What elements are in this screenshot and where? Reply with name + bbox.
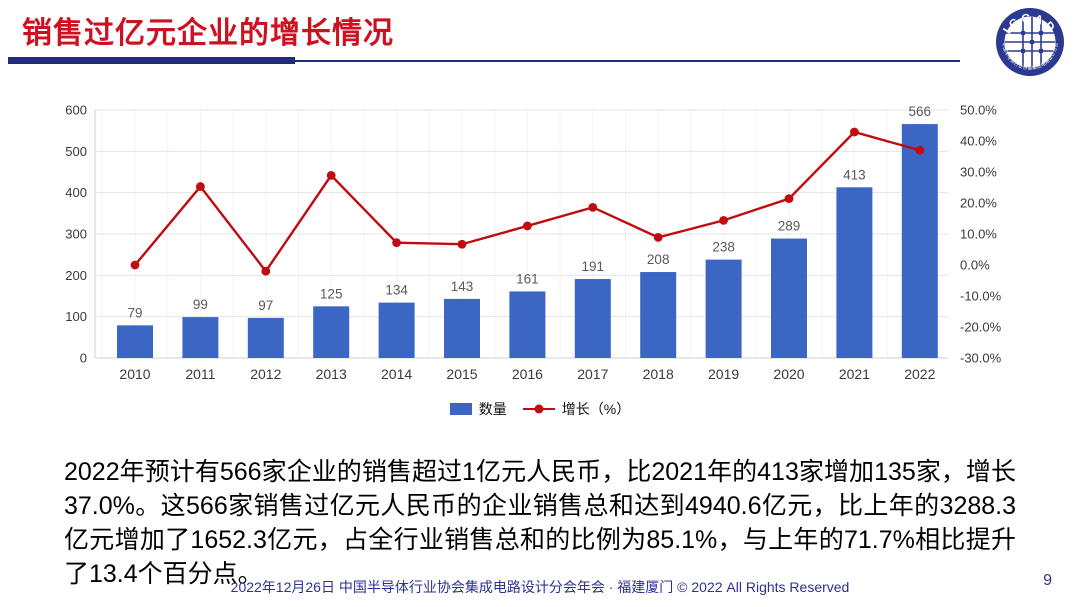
bar-value-label-2020: 289 — [778, 219, 801, 234]
title-underline-thick — [8, 57, 295, 64]
bar-2018 — [640, 272, 677, 358]
line-dot-icon — [534, 404, 544, 414]
bar-2022 — [901, 124, 938, 358]
right-axis-tick: 20.0% — [960, 196, 997, 211]
x-axis-label-2011: 2011 — [185, 366, 215, 382]
bar-value-label-2017: 191 — [582, 259, 605, 274]
bar-value-label-2011: 99 — [193, 297, 208, 312]
bar-2012 — [247, 317, 284, 358]
x-axis-label-2016: 2016 — [512, 366, 543, 382]
title-underline-thin — [295, 60, 960, 62]
growth-point-2010 — [130, 260, 140, 270]
growth-point-2019 — [719, 215, 728, 225]
slide-title: 销售过亿元企业的增长情况 — [22, 17, 394, 50]
bar-value-label-2021: 413 — [843, 167, 866, 182]
iccad-logo: ICCAD 中国半导体行业协会集成电路设计分会 — [996, 8, 1064, 76]
x-axis-label-2012: 2012 — [250, 366, 281, 382]
bar-value-label-2010: 79 — [127, 305, 142, 320]
x-axis-label-2017: 2017 — [577, 366, 608, 382]
left-axis-tick: 100 — [65, 309, 87, 324]
bar-2014 — [378, 302, 415, 358]
bar-2021 — [836, 187, 873, 358]
x-axis-label-2010: 2010 — [119, 366, 150, 382]
bar-value-label-2015: 143 — [451, 279, 474, 294]
legend-label-growth: 增长（%） — [561, 401, 631, 417]
legend-label-quantity: 数量 — [478, 401, 507, 417]
line-swatch-icon — [522, 404, 555, 414]
x-axis-label-2014: 2014 — [381, 366, 412, 382]
bar-value-label-2013: 125 — [320, 286, 343, 301]
x-axis-label-2021: 2021 — [839, 366, 870, 382]
left-axis-tick: 0 — [80, 351, 87, 366]
bar-2016 — [509, 291, 546, 358]
right-axis-tick: 30.0% — [960, 165, 997, 180]
x-axis-label-2022: 2022 — [904, 366, 935, 382]
bar-value-label-2019: 238 — [712, 240, 735, 255]
growth-point-2015 — [457, 239, 467, 249]
bar-2010 — [117, 325, 153, 358]
bar-value-label-2012: 97 — [258, 298, 273, 313]
growth-point-2016 — [523, 221, 532, 231]
left-axis-tick: 500 — [65, 144, 87, 159]
legend-item-quantity: 数量 — [449, 399, 507, 419]
growth-point-2020 — [784, 194, 794, 204]
bar-value-label-2018: 208 — [647, 252, 670, 267]
page-number: 9 — [1043, 572, 1052, 589]
right-axis-tick: 10.0% — [960, 227, 997, 242]
growth-point-2011 — [196, 182, 205, 191]
bar-value-label-2016: 161 — [516, 271, 539, 286]
footer-text: 2022年12月26日 中国半导体行业协会集成电路设计分会年会 · 福建厦门 ©… — [230, 579, 850, 595]
bar-value-label-2014: 134 — [385, 283, 408, 298]
right-axis-tick: -10.0% — [960, 289, 1002, 304]
chart-svg: 600 500 400 300 200 100 0 50.0% 40.0% 30.0% 20.0% 1… — [65, 103, 1002, 383]
x-axis-label-2020: 2020 — [773, 366, 804, 382]
bar-2017 — [574, 279, 611, 358]
bar-2013 — [313, 306, 350, 358]
x-axis-label-2013: 2013 — [316, 366, 347, 382]
right-axis-tick: 50.0% — [960, 103, 997, 118]
x-axis-label-2015: 2015 — [446, 366, 477, 382]
bar-2019 — [705, 259, 742, 358]
bar-swatch-icon — [449, 403, 472, 415]
logo-circuit-grid-icon — [1005, 17, 1055, 67]
logo-circuit-nodes — [1021, 31, 1043, 53]
left-axis-tick: 400 — [65, 185, 87, 200]
combo-chart: 600 500 400 300 200 100 0 50.0% 40.0% 30.0% 20.0% 1… — [65, 96, 1015, 396]
bar-value-label-2022: 566 — [909, 104, 932, 119]
right-axis-tick: 0.0% — [960, 258, 990, 273]
growth-point-2022 — [915, 145, 925, 155]
bar-2015 — [444, 298, 480, 358]
chart-legend: 数量 增长（%） — [65, 399, 1015, 419]
left-axis-tick: 200 — [65, 268, 87, 283]
growth-point-2017 — [588, 202, 598, 212]
legend-item-growth: 增长（%） — [522, 399, 631, 419]
left-axis-tick: 300 — [65, 227, 87, 242]
growth-point-2014 — [392, 238, 401, 248]
growth-point-2021 — [850, 127, 859, 137]
bar-2020 — [771, 238, 807, 358]
growth-point-2018 — [653, 233, 663, 242]
right-axis-tick: -30.0% — [960, 351, 1002, 366]
left-axis-tick: 600 — [65, 103, 87, 118]
x-axis-label-2018: 2018 — [643, 366, 674, 382]
right-axis-tick: 40.0% — [960, 134, 997, 149]
body-text: 2022年预计有566家企业的销售超过1亿元人民币，比2021年的413家增加1… — [64, 458, 1016, 588]
growth-point-2013 — [326, 171, 336, 180]
growth-point-2012 — [261, 266, 271, 276]
right-axis-tick: -20.0% — [960, 320, 1002, 335]
bar-2011 — [182, 317, 219, 358]
x-axis-label-2019: 2019 — [708, 366, 739, 382]
